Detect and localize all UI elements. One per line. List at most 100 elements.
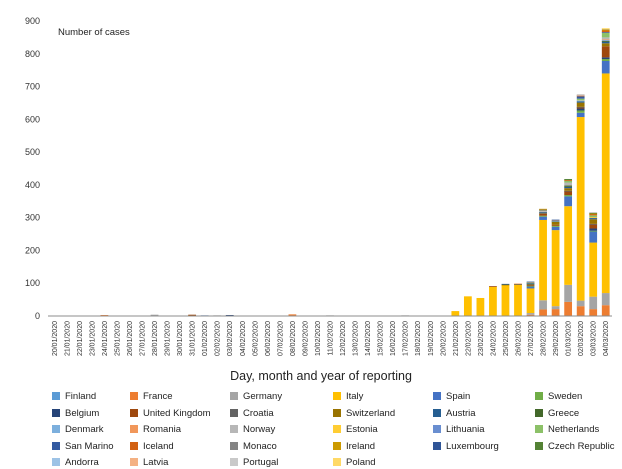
bar-segment [576, 117, 585, 301]
legend-label: France [143, 391, 173, 402]
x-tick-label: 28/01/2020 [152, 321, 159, 356]
x-tick-label: 30/01/2020 [177, 321, 184, 356]
bar-segment [601, 305, 610, 316]
bar-segment [150, 314, 159, 316]
legend-label: Romania [143, 424, 182, 436]
bars [100, 28, 610, 317]
x-tick-label: 04/03/2020 [603, 321, 610, 356]
legend-item: Netherlands [535, 423, 599, 436]
x-tick-label: 08/02/2020 [290, 321, 297, 356]
legend-swatch [230, 408, 238, 417]
bar-segment [288, 314, 297, 316]
bar-segment [601, 29, 610, 31]
legend-swatch [230, 458, 238, 467]
x-tick-label: 29/01/2020 [165, 321, 172, 356]
bar-segment [526, 285, 535, 287]
x-tick-label: 02/03/2020 [578, 321, 585, 356]
legend-item: Lithuania [433, 423, 485, 436]
bar-segment [489, 286, 497, 316]
bar-segment [526, 284, 535, 286]
bar-segment [601, 37, 610, 40]
legend-item: Iceland [130, 440, 174, 453]
legend-label: Monaco [243, 440, 277, 452]
bar-segment [514, 283, 522, 285]
bar-segment [576, 306, 585, 316]
bar-segment [476, 297, 485, 316]
legend-label: Italy [346, 391, 364, 402]
bar-segment [551, 309, 560, 316]
x-tick-label: 03/02/2020 [227, 321, 234, 356]
bar-segment [551, 220, 560, 222]
x-tick-label: 04/02/2020 [240, 321, 247, 356]
legend-item: Italy [333, 390, 363, 403]
bar-segment [601, 28, 610, 30]
x-tick-label: 23/01/2020 [89, 321, 96, 356]
bar-segment [564, 178, 573, 180]
legend-item: Romania [130, 423, 181, 436]
bar-segment [576, 102, 585, 107]
bar-segment [501, 283, 510, 285]
legend-item: Greece [535, 407, 579, 420]
y-tick-label: 700 [25, 82, 40, 92]
x-tick-label: 06/02/2020 [265, 321, 272, 356]
x-axis: 20/01/2020 21/01/2020 22/01/2020 23/01/2020… [48, 315, 612, 356]
bar-segment [589, 213, 598, 215]
legend-item: United Kingdom [130, 407, 211, 420]
legend-label: Iceland [143, 440, 174, 452]
bar-segment [589, 215, 598, 218]
x-tick-label: 25/01/2020 [114, 321, 121, 356]
bar-segment [589, 212, 598, 213]
bar-segment [601, 41, 610, 44]
x-tick-label: 01/02/2020 [202, 321, 209, 356]
x-tick-label: 26/01/2020 [127, 321, 134, 356]
x-tick-label: 25/02/2020 [503, 321, 510, 356]
legend-item: Monaco [230, 440, 277, 453]
bar-segment [551, 306, 560, 310]
legend-item: France [130, 390, 173, 403]
legend-swatch [333, 458, 341, 467]
legend-item: Switzerland [333, 407, 395, 420]
bar-segment [539, 210, 547, 213]
x-tick-label: 03/03/2020 [591, 321, 598, 356]
bar-segment [601, 43, 610, 47]
legend-item: Croatia [230, 407, 274, 420]
x-tick-label: 20/01/2020 [52, 321, 59, 356]
bar-segment [576, 112, 585, 118]
y-tick-label: 0 [35, 311, 40, 321]
legend-label: San Marino [65, 440, 114, 452]
bar-segment [589, 219, 598, 224]
legend-label: Spain [446, 391, 471, 402]
x-tick-label: 16/02/2020 [390, 321, 397, 356]
legend-label: Finland [65, 391, 97, 402]
legend-swatch [130, 458, 138, 467]
bar-segment [564, 196, 573, 207]
x-tick-label: 31/01/2020 [190, 321, 197, 356]
x-tick-label: 24/01/2020 [102, 321, 109, 356]
legend-swatch [333, 392, 341, 400]
x-tick-label: 09/02/2020 [302, 321, 309, 356]
bar-segment [601, 40, 610, 42]
bar-segment [601, 30, 610, 33]
bar-segment [589, 213, 598, 216]
legend-label: Estonia [346, 424, 378, 436]
bar-segment [539, 213, 547, 214]
bar-segment [564, 190, 573, 192]
legend-item: Germany [230, 390, 282, 403]
legend-item: Spain [433, 390, 470, 403]
bar-segment [526, 288, 535, 314]
x-tick-label: 01/03/2020 [566, 321, 573, 356]
bar-segment [539, 219, 547, 301]
bar-segment [576, 94, 585, 95]
x-tick-label: 29/02/2020 [553, 321, 560, 356]
legend-swatch [130, 441, 138, 450]
legend-item: Austria [433, 407, 476, 420]
bar-segment [501, 284, 510, 286]
legend-item: Luxembourg [433, 440, 499, 453]
legend-item: Ireland [333, 440, 375, 453]
legend-label: Netherlands [548, 424, 600, 436]
bar-segment [501, 284, 510, 316]
bar-segment [539, 208, 547, 210]
y-tick-label: 400 [25, 180, 40, 190]
y-tick-label: 200 [25, 245, 40, 255]
legend-item: Belgium [52, 407, 99, 420]
